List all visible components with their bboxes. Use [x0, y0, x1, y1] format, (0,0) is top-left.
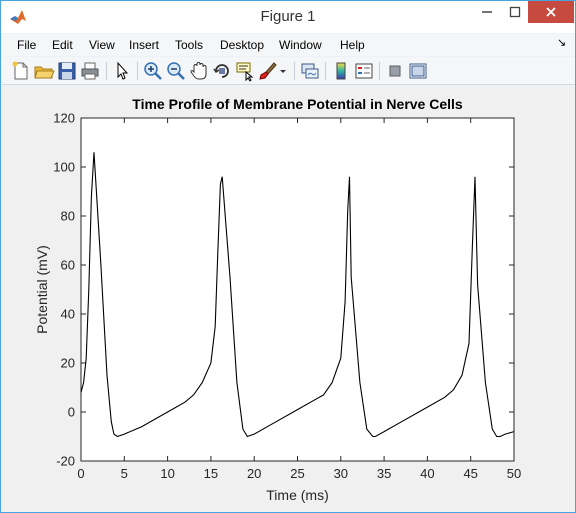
minimize-button[interactable]	[473, 1, 501, 23]
menu-help[interactable]: Help	[340, 38, 365, 52]
data-cursor-icon[interactable]	[234, 60, 256, 82]
new-figure-icon[interactable]	[10, 60, 32, 82]
toolbar-separator	[294, 62, 295, 80]
x-tick-label: 0	[77, 466, 84, 481]
open-file-icon[interactable]	[33, 60, 55, 82]
toolbar-separator	[106, 62, 107, 80]
toolbar-separator	[137, 62, 138, 80]
rotate-3d-icon[interactable]	[211, 60, 233, 82]
maximize-button[interactable]	[501, 1, 529, 23]
chart-title: Time Profile of Membrane Potential in Ne…	[132, 96, 463, 112]
y-tick-label: 60	[61, 258, 75, 273]
y-tick-label: 0	[68, 405, 75, 420]
pan-hand-icon[interactable]	[188, 60, 210, 82]
membrane-potential-line	[80, 152, 515, 438]
y-tick-label: -20	[56, 454, 75, 469]
x-tick-label: 35	[377, 466, 391, 481]
hide-plot-tools-icon[interactable]	[384, 60, 406, 82]
link-plot-icon[interactable]	[299, 60, 321, 82]
figure-canvas: Time Profile of Membrane Potential in Ne…	[2, 86, 575, 512]
axes-box[interactable]	[80, 117, 515, 462]
figure-toolbar	[2, 57, 575, 85]
toolbar-separator	[379, 62, 380, 80]
x-tick-label: 30	[334, 466, 348, 481]
y-tick-label: 120	[53, 111, 75, 126]
menu-insert[interactable]: Insert	[129, 38, 160, 52]
print-icon[interactable]	[79, 60, 101, 82]
title-bar: Figure 1	[1, 1, 575, 33]
menu-tools[interactable]: Tools	[175, 38, 204, 52]
menu-bar: File Edit View Insert Tools Desktop Wind…	[2, 34, 575, 56]
x-tick-label: 10	[160, 466, 174, 481]
x-tick-label: 20	[247, 466, 261, 481]
colorbar-icon[interactable]	[330, 60, 352, 82]
menu-file[interactable]: File	[17, 38, 37, 52]
x-axis-label: Time (ms)	[266, 487, 328, 503]
legend-icon[interactable]	[353, 60, 375, 82]
menu-window[interactable]: Window	[279, 38, 322, 52]
menu-edit[interactable]: Edit	[52, 38, 73, 52]
x-tick-label: 25	[290, 466, 304, 481]
brush-dropdown-icon[interactable]	[277, 60, 289, 82]
pointer-icon[interactable]	[111, 60, 133, 82]
x-tick-label: 50	[507, 466, 521, 481]
x-tick-label: 5	[121, 466, 128, 481]
save-icon[interactable]	[56, 60, 78, 82]
x-tick-label: 40	[420, 466, 434, 481]
window-title: Figure 1	[260, 8, 316, 25]
toolbar-separator	[325, 62, 326, 80]
plot-svg: Time Profile of Membrane Potential in Ne…	[34, 96, 521, 503]
menu-desktop[interactable]: Desktop	[220, 38, 265, 52]
x-tick-label: 15	[204, 466, 218, 481]
x-tick-label: 45	[463, 466, 477, 481]
brush-icon[interactable]	[257, 60, 279, 82]
menu-view[interactable]: View	[89, 38, 115, 52]
show-plot-tools-icon[interactable]	[407, 60, 429, 82]
y-tick-label: 40	[61, 307, 75, 322]
zoom-in-icon[interactable]	[142, 60, 164, 82]
y-tick-label: 80	[61, 209, 75, 224]
matlab-logo-icon	[9, 8, 27, 26]
dock-figure-icon[interactable]: ↘	[557, 37, 567, 49]
zoom-out-icon[interactable]	[165, 60, 187, 82]
y-axis-label: Potential (mV)	[34, 245, 50, 334]
y-tick-label: 20	[61, 356, 75, 371]
y-tick-label: 100	[53, 160, 75, 175]
close-button[interactable]	[528, 1, 574, 23]
